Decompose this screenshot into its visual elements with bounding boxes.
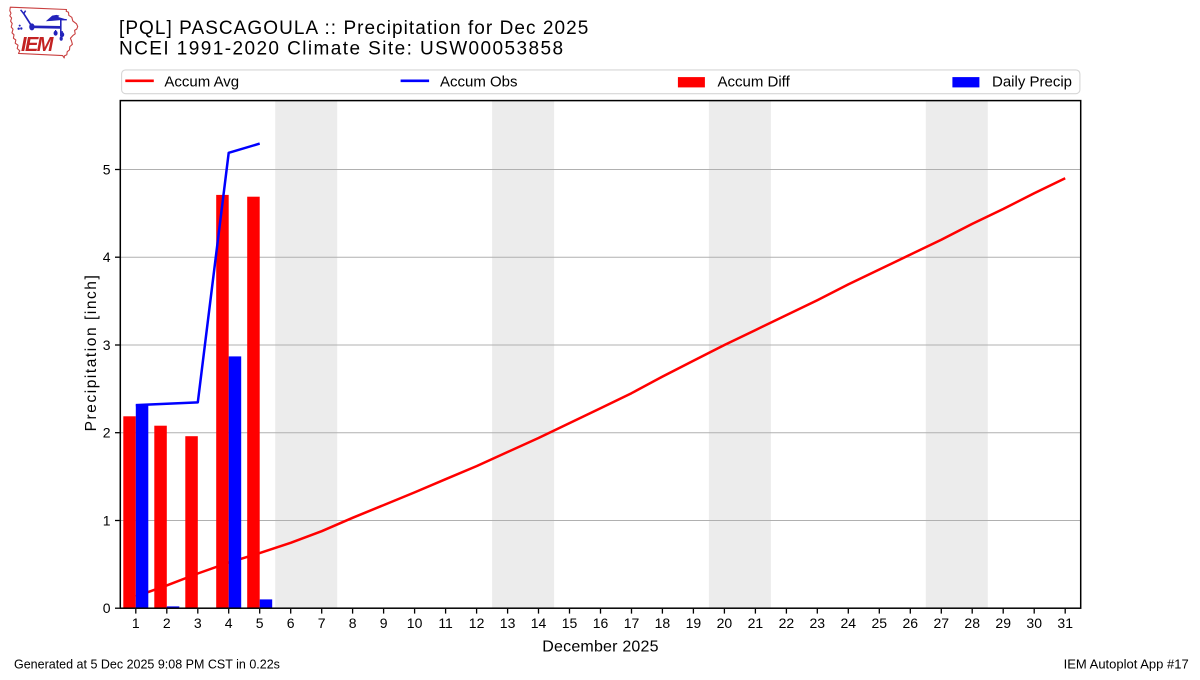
svg-text:20: 20 <box>717 615 733 631</box>
svg-text:IEM Autoplot App #17: IEM Autoplot App #17 <box>1064 657 1189 672</box>
svg-text:22: 22 <box>779 615 795 631</box>
svg-text:Accum Diff: Accum Diff <box>718 73 791 90</box>
svg-text:24: 24 <box>841 615 857 631</box>
svg-text:16: 16 <box>593 615 609 631</box>
svg-text:IEM: IEM <box>21 34 55 56</box>
svg-text:14: 14 <box>531 615 547 631</box>
svg-text:4: 4 <box>225 615 233 631</box>
svg-text:25: 25 <box>872 615 888 631</box>
svg-text:Generated at 5 Dec 2025 9:08 P: Generated at 5 Dec 2025 9:08 PM CST in 0… <box>14 658 280 672</box>
svg-text:Accum Avg: Accum Avg <box>164 73 239 90</box>
svg-text:11: 11 <box>438 615 453 631</box>
svg-text:9: 9 <box>380 615 388 631</box>
svg-text:Precipitation [inch]: Precipitation [inch] <box>83 274 100 432</box>
svg-text:Accum Obs: Accum Obs <box>440 73 518 90</box>
svg-text:Daily Precip: Daily Precip <box>992 73 1072 90</box>
svg-text:12: 12 <box>469 615 485 631</box>
svg-text:1: 1 <box>103 513 111 529</box>
svg-text:5: 5 <box>103 162 111 178</box>
svg-text:2: 2 <box>103 425 111 441</box>
svg-text:3: 3 <box>103 337 111 353</box>
svg-text:2: 2 <box>163 615 171 631</box>
svg-text:31: 31 <box>1057 615 1073 631</box>
svg-text:27: 27 <box>934 615 950 631</box>
svg-text:28: 28 <box>964 615 980 631</box>
svg-text:15: 15 <box>562 615 578 631</box>
svg-text:29: 29 <box>995 615 1011 631</box>
svg-text:5: 5 <box>256 615 264 631</box>
svg-text:[PQL] PASCAGOULA :: Precipitat: [PQL] PASCAGOULA :: Precipitation for De… <box>119 18 589 39</box>
svg-text:8: 8 <box>349 615 357 631</box>
svg-text:13: 13 <box>500 615 516 631</box>
svg-text:7: 7 <box>318 615 326 631</box>
svg-text:NCEI 1991-2020 Climate Site: U: NCEI 1991-2020 Climate Site: USW00053858 <box>119 39 564 60</box>
svg-text:17: 17 <box>624 615 640 631</box>
svg-text:December 2025: December 2025 <box>542 639 658 656</box>
svg-text:1: 1 <box>132 615 140 631</box>
svg-text:4: 4 <box>103 249 111 265</box>
svg-text:30: 30 <box>1026 615 1042 631</box>
svg-text:10: 10 <box>407 615 423 631</box>
svg-text:0: 0 <box>103 600 111 616</box>
svg-text:6: 6 <box>287 615 295 631</box>
svg-text:3: 3 <box>194 615 202 631</box>
svg-text:26: 26 <box>903 615 919 631</box>
svg-text:21: 21 <box>748 615 764 631</box>
svg-text:18: 18 <box>655 615 671 631</box>
svg-text:19: 19 <box>686 615 702 631</box>
svg-text:23: 23 <box>810 615 826 631</box>
